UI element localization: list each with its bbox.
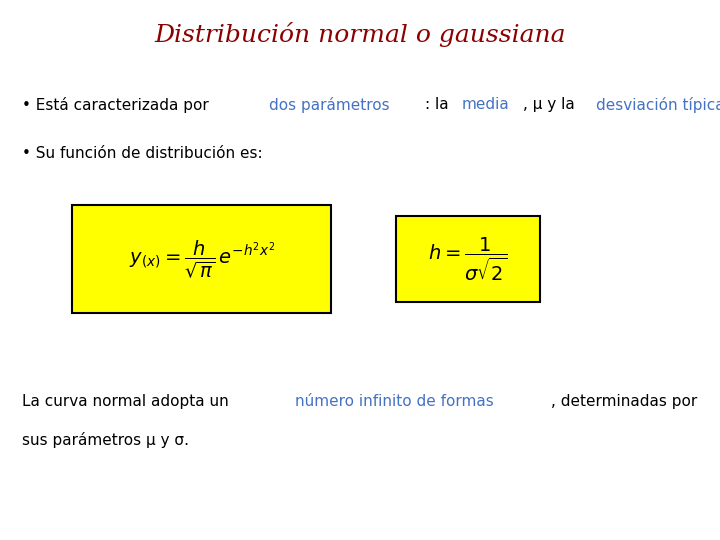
Text: $h = \dfrac{1}{\sigma\sqrt{2}}$: $h = \dfrac{1}{\sigma\sqrt{2}}$ — [428, 235, 508, 283]
Text: $y_{(x)} = \dfrac{h}{\sqrt{\pi}}\, e^{-h^2 x^2}$: $y_{(x)} = \dfrac{h}{\sqrt{\pi}}\, e^{-h… — [129, 238, 274, 280]
Text: número infinito de formas: número infinito de formas — [294, 394, 493, 409]
Text: La curva normal adopta un: La curva normal adopta un — [22, 394, 233, 409]
FancyBboxPatch shape — [396, 216, 540, 302]
Text: dos parámetros: dos parámetros — [269, 97, 390, 113]
Text: • Su función de distribución es:: • Su función de distribución es: — [22, 146, 262, 161]
Text: , μ y la: , μ y la — [523, 97, 580, 112]
Text: media: media — [462, 97, 509, 112]
Text: , determinadas por: , determinadas por — [551, 394, 698, 409]
FancyBboxPatch shape — [72, 205, 331, 313]
Text: sus parámetros μ y σ.: sus parámetros μ y σ. — [22, 432, 189, 448]
Text: : la: : la — [425, 97, 453, 112]
Text: desviación típica: desviación típica — [596, 97, 720, 113]
Text: • Está caracterizada por: • Está caracterizada por — [22, 97, 213, 113]
Text: Distribución normal o gaussiana: Distribución normal o gaussiana — [154, 22, 566, 46]
